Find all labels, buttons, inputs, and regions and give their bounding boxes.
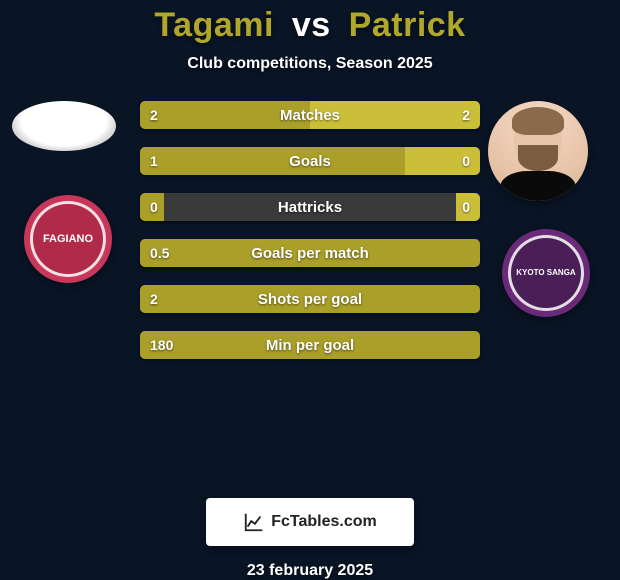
stat-bar-left bbox=[140, 101, 310, 129]
title-player1: Tagami bbox=[154, 6, 274, 44]
stat-row: 22Matches bbox=[140, 101, 480, 129]
page-title: Tagami vs Patrick bbox=[154, 6, 465, 45]
stat-row: 0.5Goals per match bbox=[140, 239, 480, 267]
stat-bar-left bbox=[140, 193, 164, 221]
attribution-text: FcTables.com bbox=[271, 513, 377, 531]
stat-row: 180Min per goal bbox=[140, 331, 480, 359]
avatar-hair bbox=[512, 107, 564, 135]
stat-bar-left bbox=[140, 147, 405, 175]
stat-bar-right bbox=[405, 147, 480, 175]
stat-bar-right bbox=[310, 101, 480, 129]
player1-club-badge: FAGIANO bbox=[24, 195, 112, 283]
stat-bar-left bbox=[140, 239, 480, 267]
club-badge-label: FAGIANO bbox=[30, 201, 106, 277]
stat-bar-right bbox=[456, 193, 480, 221]
stat-row: 2Shots per goal bbox=[140, 285, 480, 313]
infographic-canvas: Tagami vs Patrick Club competitions, Sea… bbox=[0, 0, 620, 580]
stat-label: Hattricks bbox=[140, 193, 480, 221]
main-content: FAGIANO KYOTO SANGA 22Matches 10Goals 00Ha… bbox=[0, 101, 620, 486]
stat-bar-left bbox=[140, 331, 480, 359]
date-text: 23 february 2025 bbox=[247, 562, 373, 580]
stat-row: 00Hattricks bbox=[140, 193, 480, 221]
title-vs: vs bbox=[292, 6, 331, 44]
player1-avatar bbox=[12, 101, 116, 151]
stat-bar-left bbox=[140, 285, 480, 313]
avatar-shirt bbox=[500, 171, 576, 201]
player2-club-badge: KYOTO SANGA bbox=[502, 229, 590, 317]
chart-icon bbox=[243, 511, 265, 533]
avatar-beard bbox=[518, 145, 558, 171]
player2-avatar bbox=[488, 101, 588, 201]
stats-column: 22Matches 10Goals 00Hattricks 0.5Goals per … bbox=[140, 101, 480, 359]
stat-row: 10Goals bbox=[140, 147, 480, 175]
club-badge-label: KYOTO SANGA bbox=[508, 235, 584, 311]
attribution-badge: FcTables.com bbox=[206, 498, 414, 546]
subtitle: Club competitions, Season 2025 bbox=[187, 55, 432, 73]
title-player2: Patrick bbox=[349, 6, 466, 44]
